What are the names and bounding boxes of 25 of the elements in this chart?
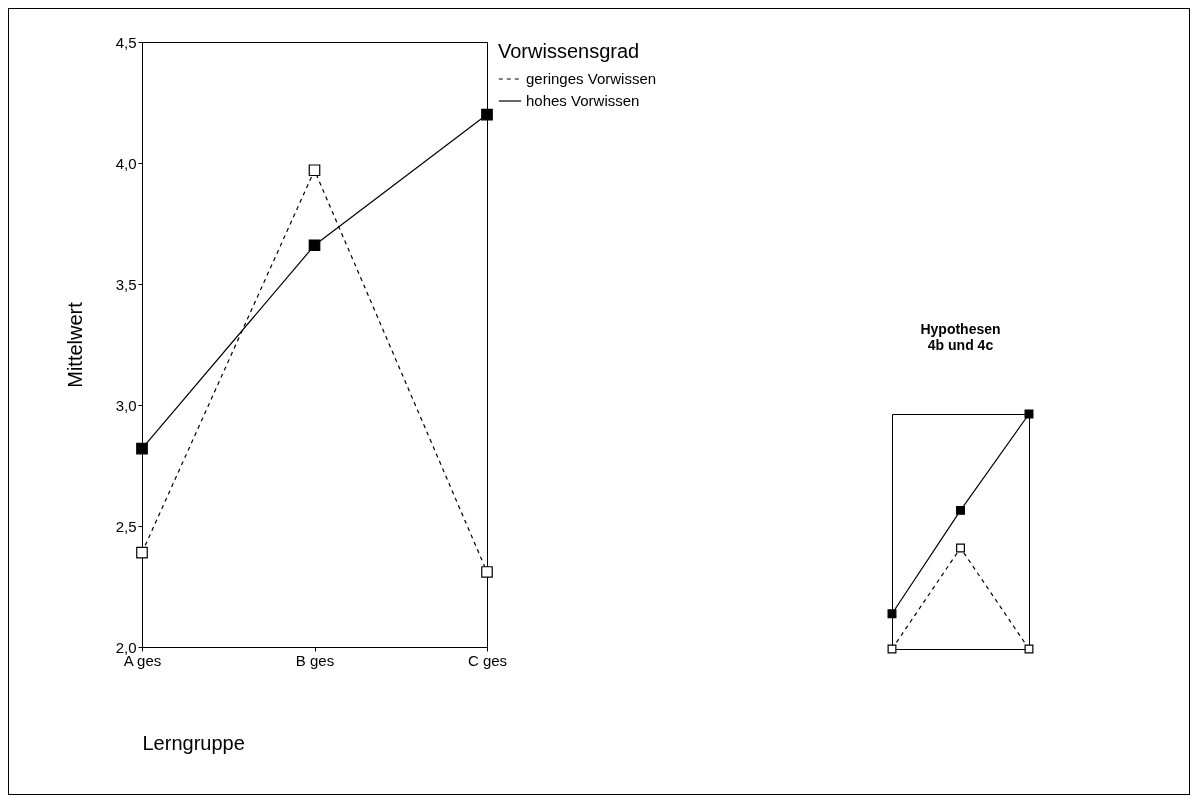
- chart-title: Hypothesen 4b und 4c: [920, 320, 1001, 353]
- x-tick-label: B ges: [295, 651, 335, 669]
- x-axis-title: Lerngruppe: [142, 731, 245, 754]
- y-tick-label: 3,5: [115, 275, 137, 293]
- point: [956, 505, 965, 515]
- point: [887, 609, 897, 619]
- legend-title: Vorwissensgrad: [498, 40, 640, 62]
- point: [1024, 409, 1034, 419]
- y-tick-label: 2,5: [115, 517, 137, 535]
- point: [1024, 644, 1034, 654]
- point: [887, 644, 897, 654]
- legend-label: geringes Vorwissen: [526, 70, 657, 87]
- point: [956, 543, 965, 553]
- legend-label: hohes Vorwissen: [526, 92, 640, 109]
- point: [481, 566, 493, 578]
- y-tick-label: 3,0: [115, 396, 137, 414]
- y-tick-label: 4,0: [115, 154, 137, 172]
- x-tick-label: C ges: [467, 651, 508, 669]
- y-axis-title: Mittelwert: [63, 301, 86, 388]
- point: [308, 239, 321, 252]
- point: [481, 108, 493, 121]
- point: [308, 164, 321, 177]
- point: [136, 442, 148, 455]
- y-tick-label: 4,5: [115, 33, 137, 51]
- point: [136, 546, 148, 559]
